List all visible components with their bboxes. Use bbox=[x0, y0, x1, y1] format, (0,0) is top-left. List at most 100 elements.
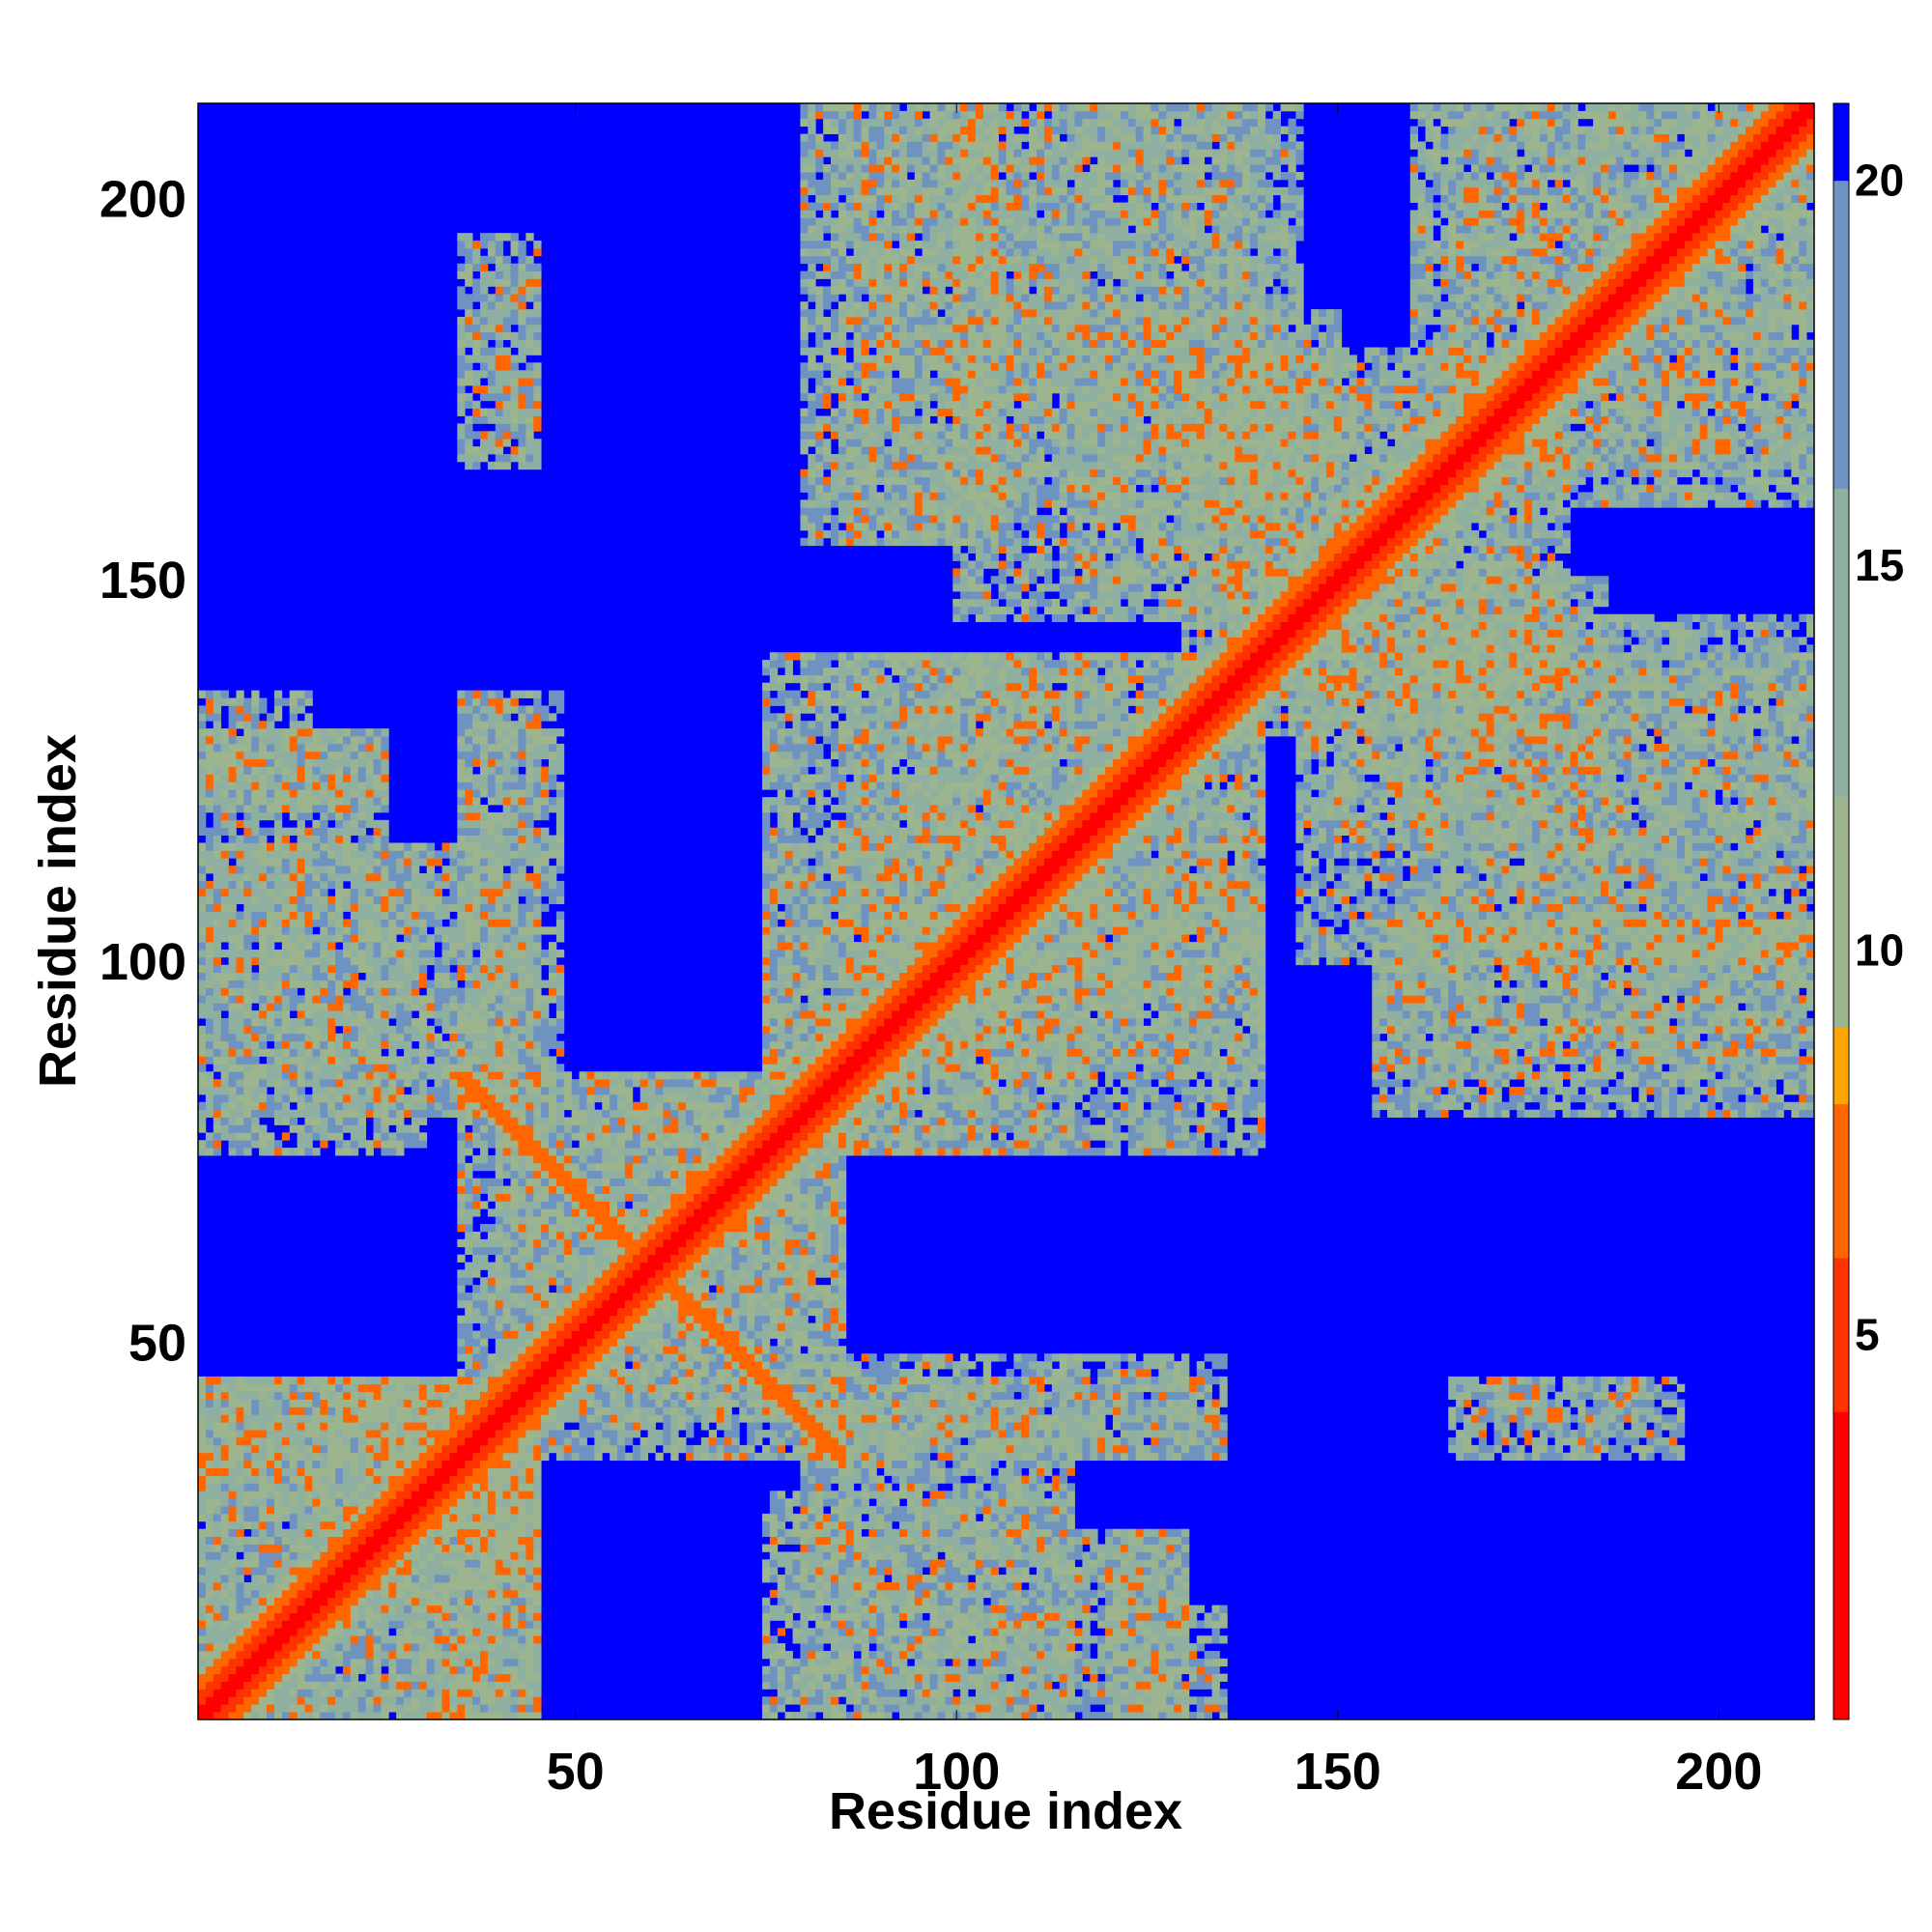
heatmap-cell bbox=[441, 1589, 450, 1599]
heatmap-cell bbox=[297, 758, 305, 767]
heatmap-cell bbox=[487, 241, 497, 249]
heatmap-cell bbox=[251, 751, 260, 760]
heatmap-cell bbox=[365, 956, 374, 966]
heatmap-cell bbox=[320, 873, 328, 882]
heatmap-cell bbox=[220, 866, 229, 874]
heatmap-cell bbox=[418, 850, 428, 859]
heatmap-cell bbox=[243, 1430, 252, 1438]
heatmap-cell bbox=[205, 705, 214, 714]
heatmap-cell bbox=[518, 934, 526, 943]
heatmap-cell bbox=[396, 1620, 405, 1629]
heatmap-cell bbox=[213, 1383, 222, 1393]
heatmap-cell bbox=[487, 1665, 497, 1675]
heatmap-cell bbox=[495, 1612, 504, 1621]
heatmap-cell bbox=[434, 1483, 442, 1492]
heatmap-cell bbox=[441, 1071, 450, 1080]
heatmap-cell bbox=[533, 1712, 542, 1720]
heatmap-cell bbox=[228, 980, 237, 988]
heatmap-cell bbox=[213, 873, 222, 882]
heatmap-cell bbox=[320, 1712, 328, 1720]
heatmap-cell bbox=[327, 743, 336, 753]
heatmap-cell bbox=[495, 858, 504, 867]
heatmap-cell bbox=[243, 895, 252, 905]
heatmap-cell bbox=[465, 1559, 473, 1568]
heatmap-cell bbox=[335, 1148, 344, 1156]
heatmap-cell bbox=[472, 1391, 481, 1400]
heatmap-cell bbox=[213, 1003, 222, 1011]
heatmap-cell bbox=[213, 1491, 222, 1499]
heatmap-cell bbox=[357, 842, 367, 851]
heatmap-cell bbox=[243, 850, 252, 859]
heatmap-cell bbox=[198, 766, 207, 775]
heatmap-cell bbox=[297, 1094, 305, 1103]
heatmap-cell bbox=[281, 751, 291, 760]
heatmap-cell bbox=[472, 454, 481, 463]
heatmap-cell bbox=[289, 858, 298, 867]
heatmap-cell bbox=[373, 1536, 382, 1545]
heatmap-cell bbox=[251, 1048, 260, 1057]
heatmap-cell bbox=[434, 1391, 442, 1400]
heatmap-cell bbox=[320, 1689, 328, 1697]
heatmap-cell bbox=[381, 1575, 389, 1583]
heatmap-cell bbox=[396, 911, 405, 920]
heatmap-cell bbox=[251, 1665, 260, 1675]
heatmap-cell bbox=[281, 1017, 291, 1027]
heatmap-cell bbox=[434, 1589, 442, 1599]
heatmap-cell bbox=[404, 926, 412, 935]
heatmap-cell bbox=[289, 1124, 298, 1133]
heatmap-cell bbox=[381, 1498, 389, 1507]
heatmap-cell bbox=[510, 1612, 519, 1621]
heatmap-cell bbox=[502, 987, 511, 996]
heatmap-cell bbox=[533, 1673, 542, 1682]
heatmap-cell bbox=[198, 1612, 207, 1621]
heatmap-cell bbox=[533, 270, 542, 279]
heatmap-cell bbox=[404, 1017, 412, 1027]
heatmap-cell bbox=[479, 446, 489, 455]
heatmap-cell bbox=[457, 1628, 466, 1636]
heatmap-cell bbox=[365, 1528, 374, 1537]
heatmap-cell bbox=[297, 766, 305, 775]
heatmap-cell bbox=[213, 1467, 222, 1476]
heatmap-cell bbox=[441, 1087, 450, 1095]
heatmap-cell bbox=[289, 721, 298, 729]
heatmap-cell bbox=[457, 743, 466, 753]
heatmap-cell bbox=[259, 811, 268, 821]
heatmap-cell bbox=[510, 1338, 519, 1347]
heatmap-cell bbox=[487, 743, 497, 753]
heatmap-cell bbox=[289, 1597, 298, 1606]
heatmap-cell bbox=[396, 1422, 405, 1431]
heatmap-cell bbox=[487, 1575, 497, 1583]
heatmap-cell bbox=[213, 866, 222, 874]
heatmap-cell bbox=[465, 956, 473, 966]
heatmap-cell bbox=[518, 1132, 526, 1141]
heatmap-cell bbox=[289, 942, 298, 951]
heatmap-cell bbox=[251, 1430, 260, 1438]
heatmap-cell bbox=[365, 919, 374, 927]
heatmap-cell bbox=[381, 827, 389, 836]
heatmap-cell bbox=[518, 942, 526, 951]
heatmap-cell bbox=[495, 1124, 504, 1133]
heatmap-cell bbox=[350, 1528, 359, 1537]
heatmap-cell bbox=[304, 1048, 313, 1057]
heatmap-cell bbox=[441, 1109, 450, 1118]
heatmap-cell bbox=[327, 1513, 336, 1522]
heatmap-cell bbox=[388, 964, 397, 974]
heatmap-cell bbox=[487, 873, 497, 882]
heatmap-cell bbox=[320, 1559, 328, 1568]
heatmap-cell bbox=[327, 1383, 336, 1393]
heatmap-cell bbox=[281, 995, 291, 1004]
heatmap-cell bbox=[487, 270, 497, 279]
heatmap-cell bbox=[495, 811, 504, 821]
heatmap-cell bbox=[465, 1170, 473, 1179]
heatmap-cell bbox=[487, 355, 497, 363]
heatmap-cell bbox=[465, 827, 473, 836]
heatmap-cell bbox=[251, 758, 260, 767]
heatmap-cell bbox=[365, 1712, 374, 1720]
heatmap-cell bbox=[510, 1520, 519, 1530]
heatmap-cell bbox=[327, 956, 336, 966]
heatmap-cell bbox=[320, 1422, 328, 1431]
heatmap-cell bbox=[487, 408, 497, 416]
heatmap-cell bbox=[526, 1269, 534, 1278]
heatmap-cell bbox=[449, 858, 458, 867]
heatmap-cell bbox=[304, 1017, 313, 1027]
